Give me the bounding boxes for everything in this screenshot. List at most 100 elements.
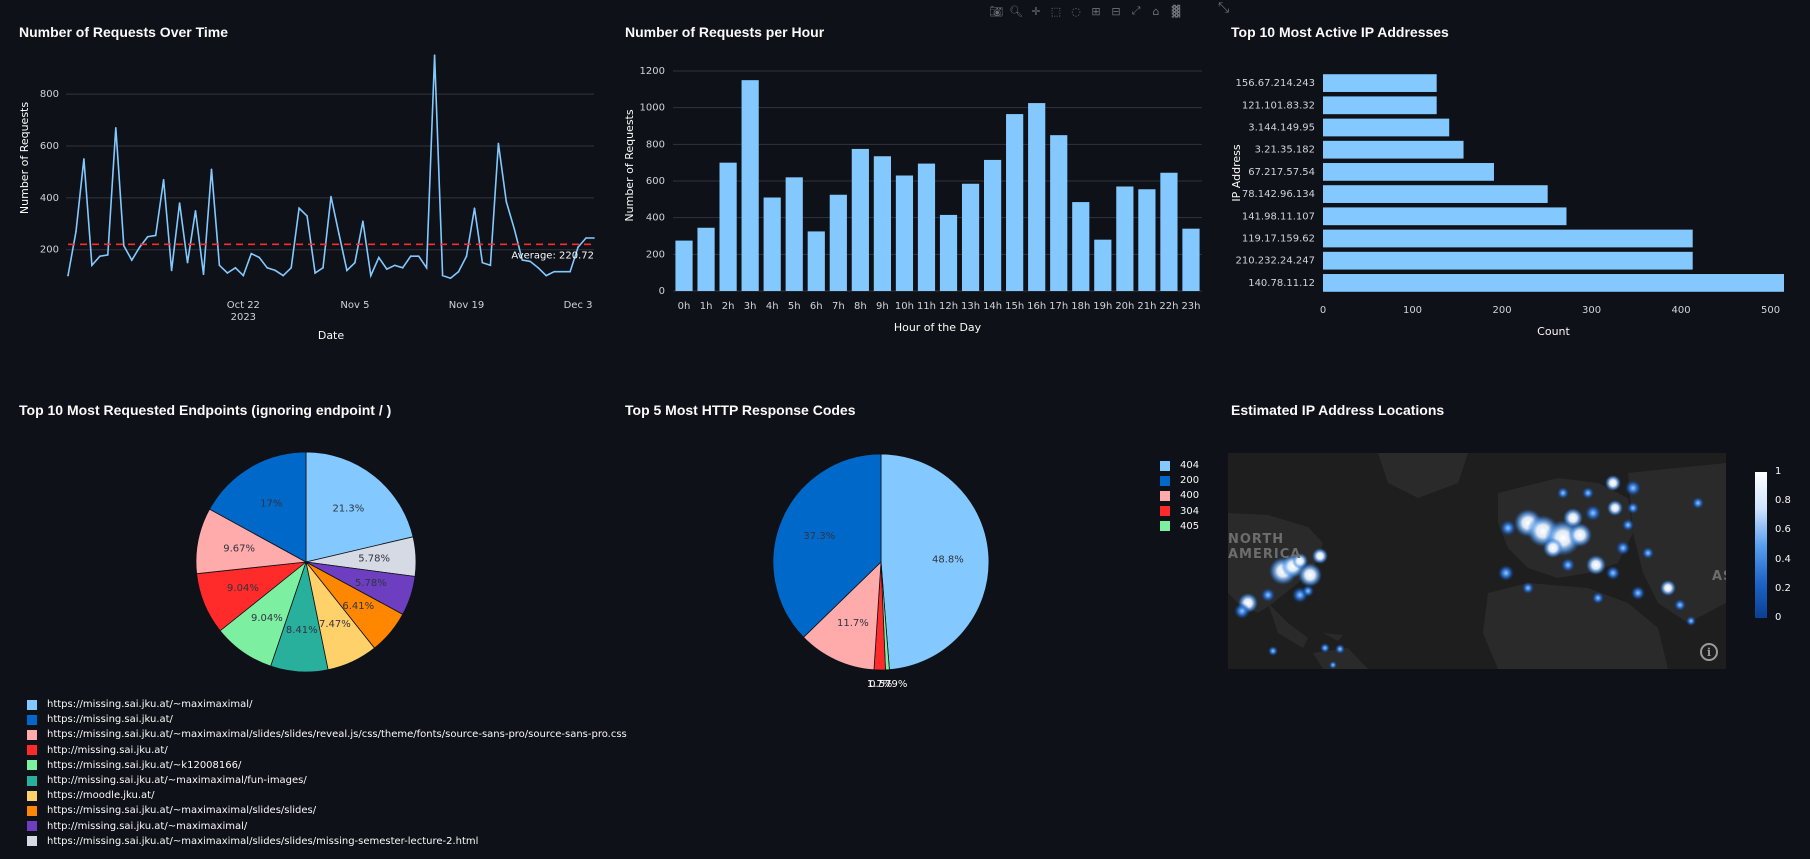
line-point [513, 228, 516, 230]
x-tick-label: Nov 5 [340, 300, 369, 311]
plotly-logo-icon[interactable]: ▓ [1171, 4, 1181, 18]
line-point [537, 267, 540, 269]
top-endpoints-pie-chart[interactable]: 21.3%5.78%5.78%6.41%7.47%8.41%9.04%9.04%… [180, 440, 440, 690]
pie-value-label: 11.7% [837, 618, 869, 629]
line-point [322, 267, 324, 269]
requests-per-hour-title: Number of Requests per Hour [625, 24, 825, 40]
line-point [385, 268, 388, 270]
ip-bar [1323, 140, 1464, 159]
top-codes-pie-chart[interactable]: 48.8% 0.579%1.7% 11.7% 37.3% [760, 440, 1000, 690]
hour-bar [675, 240, 693, 291]
legend-item[interactable]: https://missing.sai.jku.at/~maximaximal/… [27, 834, 627, 849]
line-point [354, 261, 356, 264]
heat-spot [1329, 661, 1337, 669]
pie-value-label: 9.67% [223, 544, 255, 555]
line-point [194, 209, 197, 212]
line-point [83, 158, 85, 160]
heat-spot [1568, 523, 1592, 547]
autoscale-icon[interactable]: ⤢ [1131, 4, 1141, 17]
line-point [481, 261, 484, 264]
legend-item[interactable]: https://moodle.jku.at/ [27, 788, 627, 803]
legend-item[interactable]: 400 [1160, 488, 1199, 503]
heat-spot [1582, 487, 1594, 499]
pan-icon[interactable]: ✛ [1031, 4, 1041, 18]
line-point [561, 270, 563, 273]
legend-item[interactable]: http://missing.sai.jku.at/~maximaximal/f… [27, 773, 627, 788]
heat-spot [1298, 563, 1322, 587]
y-axis-title: Number of Requests [623, 109, 636, 221]
line-point [362, 220, 364, 222]
legend-item[interactable]: https://missing.sai.jku.at/~maximaximal/… [27, 803, 627, 818]
x-axis-title: Count [1537, 325, 1570, 338]
box-select-icon[interactable]: ⬚ [1050, 4, 1062, 18]
ip-location-map[interactable]: NORTH AMERICA AS i [1228, 453, 1726, 669]
info-icon[interactable]: i [1700, 643, 1718, 661]
x-tick-label: 0 [1320, 305, 1326, 316]
x-tick-label: 13h [961, 301, 980, 312]
heat-spot [1312, 548, 1328, 564]
y-tick-label: 200 [646, 249, 665, 260]
x-tick-label: 3h [744, 301, 757, 312]
colorbar-tick-label: 0.8 [1775, 495, 1791, 507]
legend-item[interactable]: http://missing.sai.jku.at/ [27, 743, 627, 758]
legend-item[interactable]: 404 [1160, 458, 1199, 473]
x-tick-label: 19h [1093, 301, 1112, 312]
pie-slice [772, 453, 882, 638]
legend-item[interactable]: 200 [1160, 473, 1199, 488]
legend-swatch [27, 760, 37, 771]
hour-bar [1138, 189, 1156, 291]
zoom-in-icon[interactable]: ⊞ [1091, 4, 1101, 18]
greenland-land [1378, 453, 1468, 498]
pie-value-label: 7.47% [319, 619, 351, 630]
y-tick-label: 119.17.159.62 [1242, 234, 1315, 245]
hour-bar [1006, 114, 1024, 291]
x-tick-label: 23h [1181, 301, 1200, 312]
line-point [521, 259, 524, 261]
y-tick-label: 156.67.214.243 [1235, 78, 1315, 89]
x-tick-label: 9h [876, 301, 889, 312]
y-tick-label: 400 [646, 213, 665, 224]
y-tick-label: 210.232.24.247 [1235, 256, 1315, 267]
fullscreen-icon[interactable]: ⤡ [1218, 0, 1230, 16]
y-tick-label: 67.217.57.54 [1248, 167, 1315, 178]
x-tick-label: 7h [832, 301, 845, 312]
legend-item[interactable]: https://missing.sai.jku.at/ [27, 712, 627, 727]
ip-bar [1323, 185, 1548, 203]
legend-item[interactable]: 304 [1160, 504, 1199, 519]
line-point [529, 260, 532, 263]
average-label: Average: 220.72 [511, 250, 594, 261]
line-point [370, 274, 372, 277]
pie-value-label: 0.579% [869, 679, 907, 690]
legend-item[interactable]: 405 [1160, 519, 1199, 534]
line-point [330, 195, 332, 198]
legend-swatch [27, 790, 37, 801]
hour-bar [895, 175, 914, 291]
heat-spot [1631, 586, 1645, 600]
line-point [577, 246, 579, 248]
pie-slice [209, 451, 307, 563]
camera-icon[interactable]: 📷︎ [989, 4, 1003, 18]
y-tick-label: 0 [659, 286, 665, 297]
heat-spot [1563, 508, 1583, 528]
x-tick-label: Oct 22 [227, 300, 260, 311]
top-ips-chart[interactable]: 156.67.214.243 121.101.83.32 3.144.149.95 3… [1212, 60, 1810, 340]
x-tick-label: 100 [1403, 305, 1422, 316]
zoom-out-icon[interactable]: ⊟ [1111, 4, 1121, 18]
hour-bar [917, 163, 936, 291]
y-tick-label: 200 [40, 245, 59, 256]
heat-spot [1292, 553, 1308, 569]
legend-item[interactable]: https://missing.sai.jku.at/~maximaximal/ [27, 697, 627, 712]
line-point [99, 255, 101, 257]
line-point [449, 277, 452, 280]
legend-item[interactable]: http://missing.sai.jku.at/~maximaximal/ [27, 819, 627, 834]
legend-item[interactable]: https://missing.sai.jku.at/~k12008166/ [27, 758, 627, 773]
lasso-icon[interactable]: ◌ [1071, 4, 1081, 18]
home-icon[interactable]: ⌂ [1152, 4, 1160, 18]
ip-bar [1323, 96, 1437, 115]
requests-per-hour-chart[interactable]: 0 200 400 600 800 1000 1200 0h 1h 2h 3h 4h 5h 6h 7h 8h 9… [610, 60, 1210, 340]
legend-item[interactable]: https://missing.sai.jku.at/~maximaximal/… [27, 727, 627, 742]
legend-swatch [27, 714, 37, 725]
zoom-icon[interactable]: 🔍︎ [1009, 4, 1023, 18]
x-axis-title: Hour of the Day [894, 321, 982, 334]
